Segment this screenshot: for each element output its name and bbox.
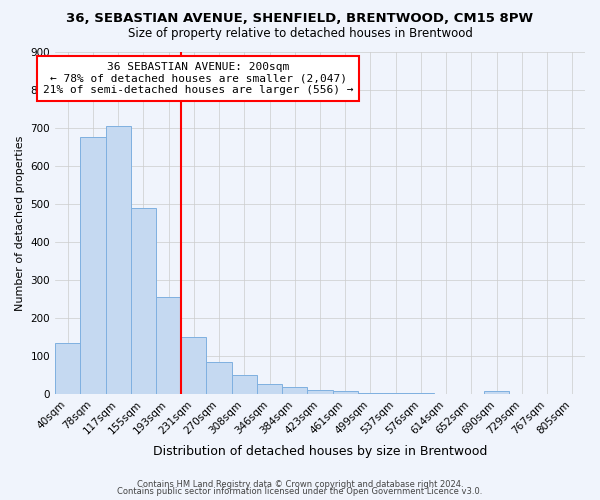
Bar (55, 343, 80, 394)
Bar (307, 390, 332, 394)
Bar (156, 298, 181, 394)
Bar (383, 393, 409, 394)
Bar (332, 390, 358, 394)
Bar (232, 376, 257, 394)
Y-axis label: Number of detached properties: Number of detached properties (15, 136, 25, 310)
X-axis label: Distribution of detached houses by size in Brentwood: Distribution of detached houses by size … (153, 444, 487, 458)
Bar (484, 392, 509, 394)
Bar (282, 387, 307, 394)
Bar (131, 208, 156, 394)
Bar (206, 362, 232, 394)
Text: Contains public sector information licensed under the Open Government Licence v3: Contains public sector information licen… (118, 487, 482, 496)
Text: Contains HM Land Registry data © Crown copyright and database right 2024.: Contains HM Land Registry data © Crown c… (137, 480, 463, 489)
Bar (257, 384, 282, 394)
Bar (80, 137, 106, 394)
Text: Size of property relative to detached houses in Brentwood: Size of property relative to detached ho… (128, 28, 472, 40)
Bar (181, 338, 206, 394)
Bar (358, 392, 383, 394)
Text: 36, SEBASTIAN AVENUE, SHENFIELD, BRENTWOOD, CM15 8PW: 36, SEBASTIAN AVENUE, SHENFIELD, BRENTWO… (67, 12, 533, 26)
Bar (106, 126, 131, 394)
Text: 36 SEBASTIAN AVENUE: 200sqm
← 78% of detached houses are smaller (2,047)
21% of : 36 SEBASTIAN AVENUE: 200sqm ← 78% of det… (43, 62, 353, 95)
